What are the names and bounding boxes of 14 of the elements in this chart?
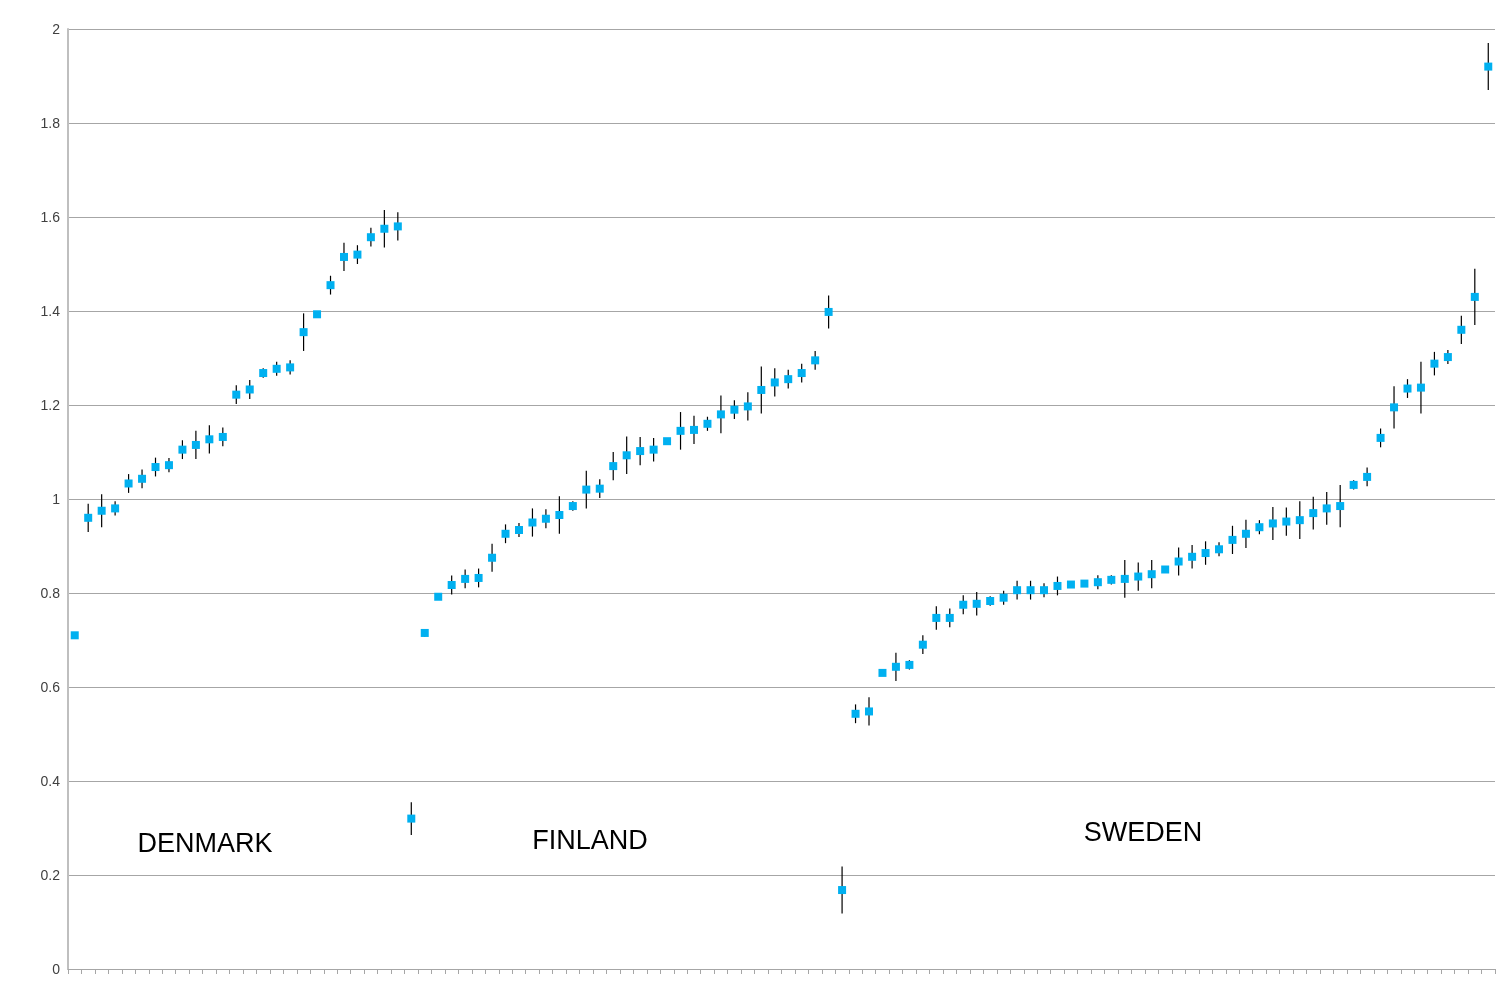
annotation: SWEDEN: [1083, 817, 1203, 847]
y-tick-label: 0.8: [40, 585, 61, 601]
y-tick-label: 0: [52, 961, 61, 977]
y-tick-label: 0.6: [40, 679, 61, 695]
annotation: FINLAND: [532, 825, 648, 855]
y-tick-label: 0.4: [40, 773, 61, 789]
y-tick-label: 1.4: [40, 303, 61, 319]
y-tick-label: 1.6: [40, 209, 61, 225]
y-tick-label: 1.8: [40, 115, 61, 131]
y-tick-label: 0.2: [40, 867, 61, 883]
y-tick-label: 1.2: [40, 397, 61, 413]
y-tick-label: 2: [52, 21, 61, 37]
annotation: DENMARK: [137, 828, 273, 858]
y-tick-label: 1: [52, 491, 61, 507]
